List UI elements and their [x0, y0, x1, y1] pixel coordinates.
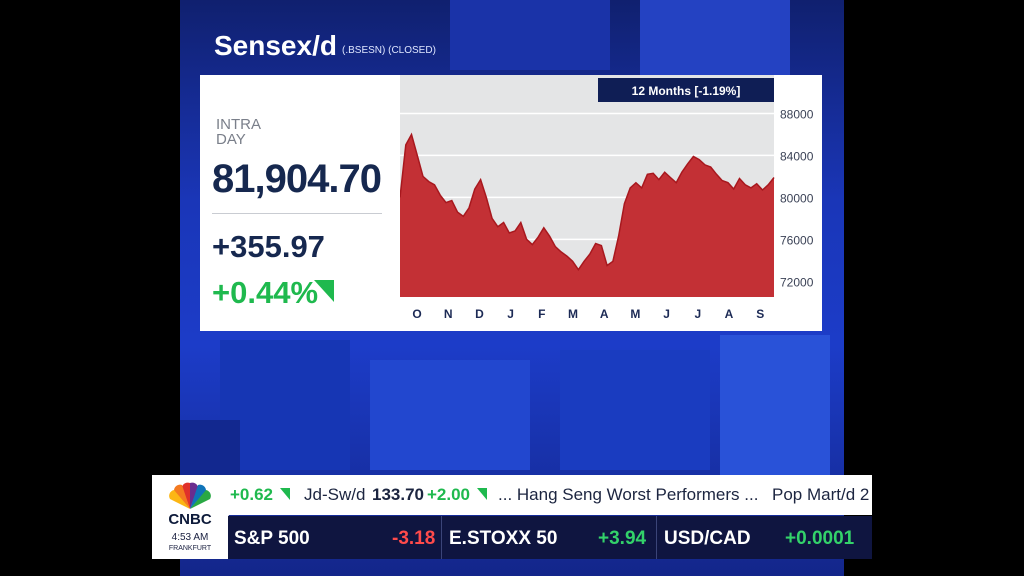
x-tick-label: O	[412, 307, 421, 321]
ticker-symbol: Pop Mart/d 2	[772, 485, 870, 504]
logo-time: 4:53 AM	[171, 532, 209, 543]
x-tick-label: J	[663, 307, 670, 321]
chart-title: Sensex/d	[214, 30, 337, 61]
cnbc-logo-box: CNBC 4:53 AM FRANKFURT	[152, 475, 229, 559]
y-tick-label: 80000	[780, 191, 814, 205]
x-tick-label: F	[538, 307, 545, 321]
bg-shape	[560, 350, 710, 470]
series-line	[399, 132, 775, 272]
up-triangle-icon	[477, 488, 487, 500]
logo-location: FRANKFURT	[168, 545, 212, 552]
ticker-bottom: S&P 500 -3.18 E.STOXX 50 +3.94 USD/CAD +…	[228, 516, 872, 559]
x-tick-label: D	[475, 307, 484, 321]
y-tick-label: 84000	[780, 149, 814, 163]
index-change: +3.94	[598, 528, 647, 549]
ticker-symbol: Jd-Sw/d	[304, 485, 366, 504]
index-name: E.STOXX 50	[449, 528, 558, 549]
brand-label: CNBC	[168, 511, 212, 528]
ticker-top: +0.62 Jd-Sw/d 133.70 +2.00 ... Hang Seng…	[228, 475, 872, 515]
chart-subtitle: (.BSESN) (CLOSED)	[342, 45, 436, 56]
bg-shape	[220, 340, 350, 470]
bg-shape	[640, 0, 790, 75]
bg-shape	[450, 0, 610, 70]
y-tick-label: 76000	[780, 233, 814, 247]
x-tick-label: S	[756, 307, 764, 321]
x-axis-area	[400, 297, 774, 331]
ticker-change: +0.62	[230, 485, 274, 504]
quote-panel: INTRA DAY 81,904.70 +355.97 +0.44% 88000…	[200, 75, 822, 331]
x-tick-label: M	[568, 307, 578, 321]
x-tick-label: M	[630, 307, 640, 321]
index-change: -3.18	[392, 528, 436, 549]
period-badge	[598, 78, 774, 102]
index-name: S&P 500	[234, 528, 310, 549]
bg-shape	[720, 335, 830, 475]
ticker-headline: ... Hang Seng Worst Performers ...	[498, 485, 759, 504]
change-percent: +0.44%	[212, 275, 319, 310]
y-tick-label: 88000	[780, 107, 814, 121]
x-tick-label: N	[444, 307, 453, 321]
up-triangle-icon	[280, 488, 290, 500]
index-change: +0.0001	[785, 528, 855, 549]
change-value: +355.97	[212, 229, 325, 264]
quote-summary: INTRA DAY 81,904.70 +355.97 +0.44%	[200, 75, 400, 331]
ticker-price: 133.70	[372, 485, 424, 504]
bg-shape	[180, 420, 240, 480]
y-tick-label: 72000	[780, 275, 814, 289]
y-axis-area	[774, 75, 822, 331]
bg-shape	[370, 360, 530, 470]
ticker-divider	[656, 516, 657, 559]
price-value: 81,904.70	[212, 157, 382, 201]
up-triangle-icon	[314, 280, 334, 302]
broadcast-screen: Sensex/d (.BSESN) (CLOSED) INTRA DAY 81,…	[180, 0, 844, 576]
area-chart: 88000 84000 80000 76000 72000 12 Months [-1.1…	[399, 75, 822, 331]
peacock-icon	[169, 482, 211, 509]
ticker-change: +2.00	[427, 485, 471, 504]
intraday-label: INTRA DAY	[216, 116, 261, 148]
ticker-divider	[441, 516, 442, 559]
x-tick-label: J	[507, 307, 514, 321]
chart-area: 88000 84000 80000 76000 72000 12 Months [-1.1…	[399, 75, 822, 331]
index-name: USD/CAD	[664, 528, 751, 549]
x-tick-label: A	[600, 307, 609, 321]
x-tick-label: A	[725, 307, 734, 321]
divider	[212, 213, 382, 214]
x-tick-label: J	[694, 307, 701, 321]
period-label: 12 Months [-1.19%]	[632, 84, 741, 98]
